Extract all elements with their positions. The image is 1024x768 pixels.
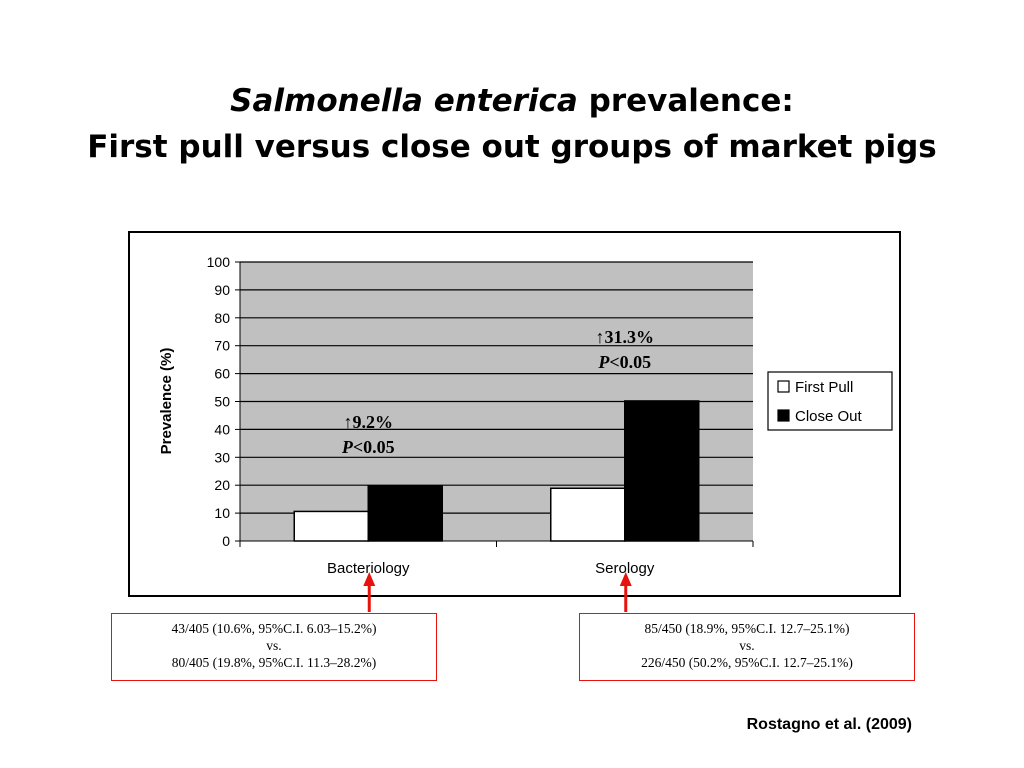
y-tick-label: 80 xyxy=(214,310,230,326)
legend-swatch xyxy=(777,409,790,422)
y-tick-label: 0 xyxy=(222,533,230,549)
y-tick-label: 70 xyxy=(214,338,230,354)
note-line: 80/405 (19.8%, 95%C.I. 11.3–28.2%) xyxy=(171,655,377,670)
title-line-2: First pull versus close out groups of ma… xyxy=(87,129,937,165)
annotation-p-value: P<0.05 xyxy=(341,437,395,457)
legend-swatch xyxy=(777,380,790,393)
note-line: 226/450 (50.2%, 95%C.I. 12.7–25.1%) xyxy=(641,655,853,670)
x-tick-label: Bacteriology xyxy=(327,560,410,577)
y-tick-labels: 0 10 20 30 40 50 60 70 80 90 100 xyxy=(207,254,231,549)
title-line-1: Salmonella enterica prevalence: xyxy=(0,78,1024,124)
y-tick-label: 90 xyxy=(214,282,230,298)
note-line: vs. xyxy=(739,638,755,653)
annotations: ↑9.2%P<0.05↑31.3%P<0.05 xyxy=(341,327,654,457)
annotation-change: ↑31.3% xyxy=(596,327,655,347)
y-tick-label: 40 xyxy=(214,421,230,437)
annotation-change: ↑9.2% xyxy=(344,412,394,432)
slide-title: Salmonella enterica prevalence: First pu… xyxy=(0,78,1024,170)
note-line: 43/405 (10.6%, 95%C.I. 6.03–15.2%) xyxy=(171,621,377,636)
bar-first-pull-bacteriology xyxy=(293,510,369,542)
annotation-p-rest: <0.05 xyxy=(353,437,395,457)
citation: Rostagno et al. (2009) xyxy=(746,716,912,733)
title-italic: Salmonella enterica xyxy=(230,83,578,119)
y-tick-label: 60 xyxy=(214,366,230,382)
pointer-arrow-head xyxy=(363,572,376,586)
x-tick-labels: Bacteriology Serology xyxy=(327,560,655,577)
bar-close-out-serology xyxy=(624,400,700,542)
bar-first-pull-serology xyxy=(550,487,626,542)
y-axis-label: Prevalence (%) xyxy=(158,348,175,455)
y-tick-label: 30 xyxy=(214,449,230,465)
bar-close-out-bacteriology xyxy=(367,485,443,542)
note-line: vs. xyxy=(266,638,282,653)
y-tick-label: 20 xyxy=(214,477,230,493)
note-box-bacteriology: 43/405 (10.6%, 95%C.I. 6.03–15.2%) vs. 8… xyxy=(111,613,437,681)
note-box-serology: 85/450 (18.9%, 95%C.I. 12.7–25.1%) vs. 2… xyxy=(579,613,915,681)
annotation-p-label: P xyxy=(341,437,354,457)
x-tick-label: Serology xyxy=(595,560,655,577)
title-rest: prevalence: xyxy=(577,83,794,119)
note-line: 85/450 (18.9%, 95%C.I. 12.7–25.1%) xyxy=(644,621,850,636)
legend-label: Close Out xyxy=(795,408,863,425)
annotation-p-value: P<0.05 xyxy=(597,352,651,372)
axes xyxy=(235,261,754,547)
legend-label: First Pull xyxy=(795,379,853,396)
bars xyxy=(293,400,700,542)
y-tick-label: 10 xyxy=(214,505,230,521)
annotation-p-label: P xyxy=(597,352,610,372)
annotation-p-rest: <0.05 xyxy=(609,352,651,372)
pointer-arrow-head xyxy=(619,572,632,586)
pointer-arrows xyxy=(363,572,632,612)
y-tick-label: 100 xyxy=(207,254,231,270)
legend: First Pull Close Out xyxy=(767,371,893,431)
y-tick-label: 50 xyxy=(214,394,230,410)
